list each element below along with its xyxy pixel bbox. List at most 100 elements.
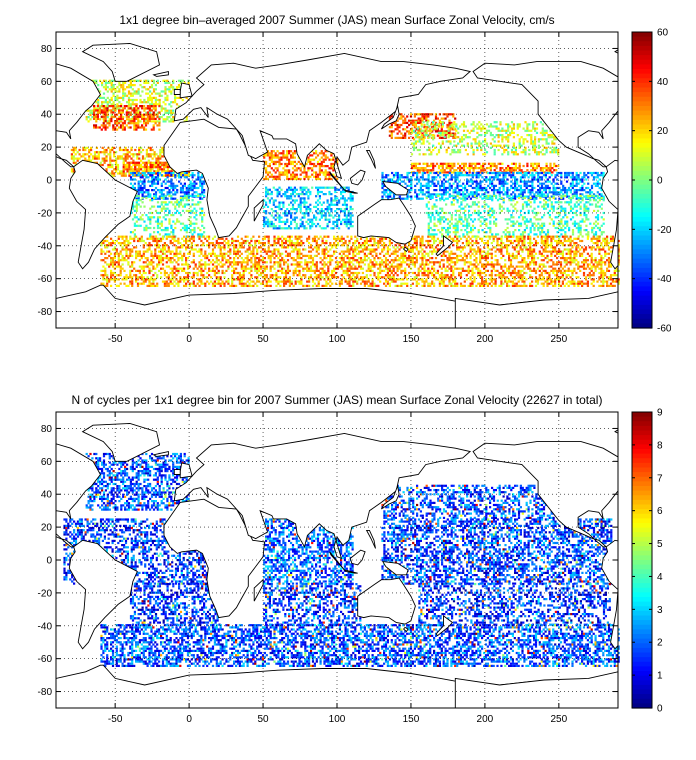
data-cell [456, 191, 459, 194]
data-cell [428, 142, 431, 145]
data-cell [526, 127, 529, 130]
data-cell [168, 170, 171, 173]
data-cell [143, 191, 146, 194]
data-cell [495, 218, 498, 221]
data-cell [152, 107, 155, 110]
data-cell [554, 191, 557, 194]
data-cell [555, 164, 558, 168]
data-cell [316, 173, 320, 176]
data-cell [390, 134, 393, 137]
data-cell [299, 173, 302, 176]
data-cell [518, 146, 521, 149]
data-cell [589, 203, 592, 206]
data-cell [98, 109, 101, 112]
data-cell [129, 120, 132, 123]
data-cell [550, 207, 553, 210]
data-cell [106, 96, 109, 99]
data-cell [326, 205, 329, 208]
data-cell [113, 168, 116, 171]
data-cell [110, 88, 113, 91]
data-cell [158, 92, 161, 95]
data-cell [458, 189, 461, 192]
data-cell [433, 229, 436, 232]
data-cell [394, 174, 397, 177]
data-cell [546, 180, 549, 183]
data-cell [504, 191, 507, 194]
data-cell [469, 193, 472, 196]
data-cell [416, 178, 419, 181]
data-cell [568, 201, 571, 204]
data-cell [170, 191, 173, 194]
data-cell [406, 195, 409, 198]
data-cell [435, 194, 438, 197]
data-cell [406, 176, 409, 179]
data-cell [460, 203, 463, 206]
data-cell [427, 193, 430, 196]
data-cell [545, 138, 548, 141]
data-cell [571, 222, 575, 225]
data-cell [460, 167, 464, 170]
data-cell [135, 90, 138, 93]
data-cell [556, 186, 559, 190]
data-cell [429, 196, 432, 200]
data-cell [330, 193, 333, 196]
data-cell [484, 162, 487, 165]
data-cell [454, 195, 457, 198]
data-cell [439, 171, 442, 175]
data-cell [143, 220, 146, 223]
data-cell [416, 174, 419, 177]
data-cell [151, 205, 154, 208]
data-cell [529, 229, 532, 232]
data-cell [435, 162, 439, 165]
data-cell [464, 148, 467, 152]
data-cell [131, 98, 134, 102]
data-cell [560, 201, 563, 204]
data-cell [172, 193, 175, 196]
data-cell [396, 136, 399, 139]
data-cell [485, 178, 488, 181]
data-cell [512, 176, 515, 179]
data-cell [265, 152, 268, 155]
data-cell [116, 128, 119, 131]
data-cell [478, 162, 481, 165]
data-cell [491, 189, 494, 192]
data-cell [149, 153, 152, 156]
data-cell [398, 123, 401, 127]
data-cell [272, 156, 275, 159]
data-cell [425, 182, 428, 185]
data-cell [448, 123, 451, 127]
data-cell [485, 224, 488, 227]
data-cell [116, 86, 119, 89]
data-cell [128, 151, 131, 154]
data-cell [466, 203, 469, 206]
data-cell [104, 105, 107, 108]
data-cell [199, 193, 202, 196]
data-cell [137, 184, 140, 187]
data-cell [347, 222, 350, 226]
data-cell [492, 186, 496, 190]
data-cell [412, 148, 416, 152]
data-cell [493, 151, 496, 154]
data-cell [410, 197, 413, 200]
data-cell [439, 134, 442, 137]
data-cell [174, 96, 177, 99]
data-cell [529, 231, 532, 234]
data-cell [345, 216, 348, 219]
data-cell [141, 117, 144, 120]
data-cell [548, 186, 551, 190]
data-cell [437, 164, 441, 168]
data-cell [447, 136, 450, 139]
data-cell [334, 210, 337, 213]
data-cell [284, 193, 287, 196]
data-cell [158, 222, 161, 225]
data-cell [94, 109, 98, 112]
data-cell [93, 111, 96, 114]
data-cell [523, 191, 526, 194]
data-cell [183, 81, 186, 84]
data-cell [501, 129, 504, 132]
data-cell [106, 101, 109, 104]
data-cell [510, 214, 513, 217]
data-cell [137, 126, 140, 129]
data-cell [332, 158, 335, 161]
data-cell [104, 84, 107, 87]
